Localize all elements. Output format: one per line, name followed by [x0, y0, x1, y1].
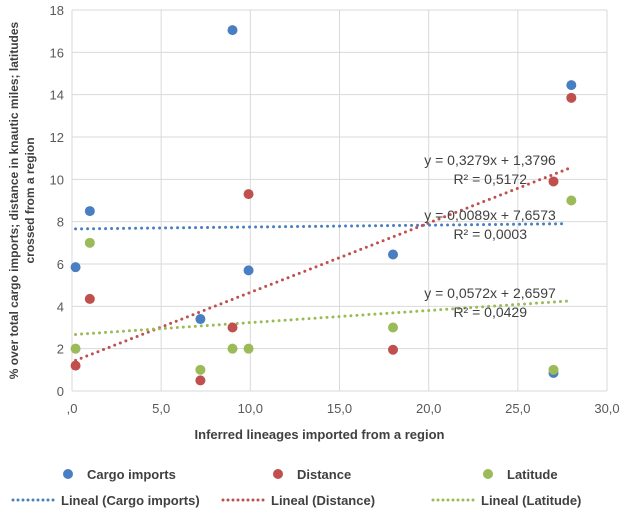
data-point-0-3	[227, 25, 238, 36]
y-tick-label: 14	[50, 88, 64, 103]
legend-label-1: Distance	[297, 467, 351, 482]
legend-marker-0	[63, 469, 73, 479]
legend-label-2: Latitude	[507, 467, 558, 482]
y-tick-label: 8	[57, 215, 64, 230]
trend-equation-2: y = 0,0572x + 2,6597	[424, 285, 556, 301]
legend-trend-label-2: Lineal (Latitude)	[481, 493, 581, 508]
data-point-1-7	[566, 92, 577, 103]
data-point-1-5	[388, 344, 398, 355]
data-point-2-7	[566, 195, 577, 206]
x-tick-label: 5,0	[152, 401, 170, 416]
x-tick-label: ,0	[67, 401, 78, 416]
data-point-0-7	[566, 80, 577, 91]
trendline-2	[74, 299, 573, 336]
trend-r2-2: R² = 0,0429	[453, 304, 527, 320]
data-point-2-4	[243, 343, 254, 354]
legend-marker-1	[273, 469, 283, 479]
trend-r2-0: R² = 0,0003	[453, 226, 527, 242]
y-tick-label: 12	[50, 130, 64, 145]
y-axis-title-line2: crossed from a region	[23, 137, 37, 263]
trend-r2-1: R² = 0,5172	[453, 171, 527, 187]
y-axis-title-line1: % over total cargo imports; distance in …	[7, 21, 21, 379]
data-point-0-4	[243, 265, 254, 276]
y-tick-label: 18	[50, 3, 64, 18]
y-tick-label: 16	[50, 45, 64, 60]
y-tick-label: 4	[57, 299, 64, 314]
data-point-2-0	[70, 343, 81, 354]
data-point-2-2	[195, 364, 206, 375]
y-tick-label: 0	[57, 384, 64, 399]
data-point-1-2	[195, 375, 206, 386]
x-tick-label: 15,0	[327, 401, 352, 416]
x-tick-label: 25,0	[505, 401, 530, 416]
data-point-0-2	[195, 314, 206, 325]
data-point-2-6	[548, 364, 559, 375]
trend-equation-0: y = 0,0089x + 7,6573	[424, 207, 556, 223]
legend-label-0: Cargo imports	[87, 467, 176, 482]
data-point-2-1	[84, 237, 95, 248]
x-axis-title: Inferred lineages imported from a region	[195, 427, 445, 442]
data-point-1-4	[243, 189, 254, 200]
data-point-2-5	[388, 322, 398, 333]
x-tick-label: 30,0	[594, 401, 619, 416]
data-point-1-6	[548, 176, 559, 187]
data-point-1-3	[227, 322, 238, 333]
data-point-1-0	[70, 360, 81, 371]
legend-trend-label-0: Lineal (Cargo imports)	[61, 493, 200, 508]
data-point-0-5	[388, 249, 398, 260]
trend-equation-1: y = 0,3279x + 1,3796	[424, 152, 556, 168]
x-tick-label: 20,0	[416, 401, 441, 416]
legend-marker-2	[483, 469, 493, 479]
y-tick-label: 10	[50, 172, 64, 187]
data-point-0-0	[70, 262, 81, 273]
legend-trend-label-1: Lineal (Distance)	[271, 493, 375, 508]
data-point-2-3	[227, 343, 238, 354]
data-point-0-1	[84, 206, 95, 217]
y-tick-label: 6	[57, 257, 64, 272]
x-tick-label: 10,0	[238, 401, 263, 416]
data-point-1-1	[84, 293, 95, 304]
y-tick-label: 2	[57, 342, 64, 357]
